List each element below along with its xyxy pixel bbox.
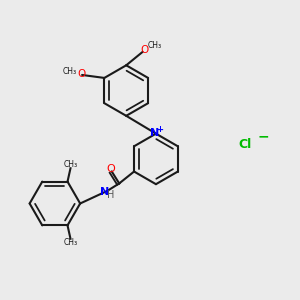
Text: CH₃: CH₃ [63, 238, 78, 247]
Text: CH₃: CH₃ [63, 67, 77, 76]
Text: O: O [140, 44, 148, 55]
Text: N: N [100, 188, 109, 197]
Text: N: N [149, 128, 159, 138]
Text: −: − [257, 130, 269, 144]
Text: Cl: Cl [238, 138, 252, 151]
Text: H: H [107, 190, 115, 200]
Text: O: O [106, 164, 115, 174]
Text: CH₃: CH₃ [63, 160, 78, 169]
Text: +: + [156, 125, 163, 134]
Text: CH₃: CH₃ [148, 41, 162, 50]
Text: O: O [77, 69, 86, 79]
